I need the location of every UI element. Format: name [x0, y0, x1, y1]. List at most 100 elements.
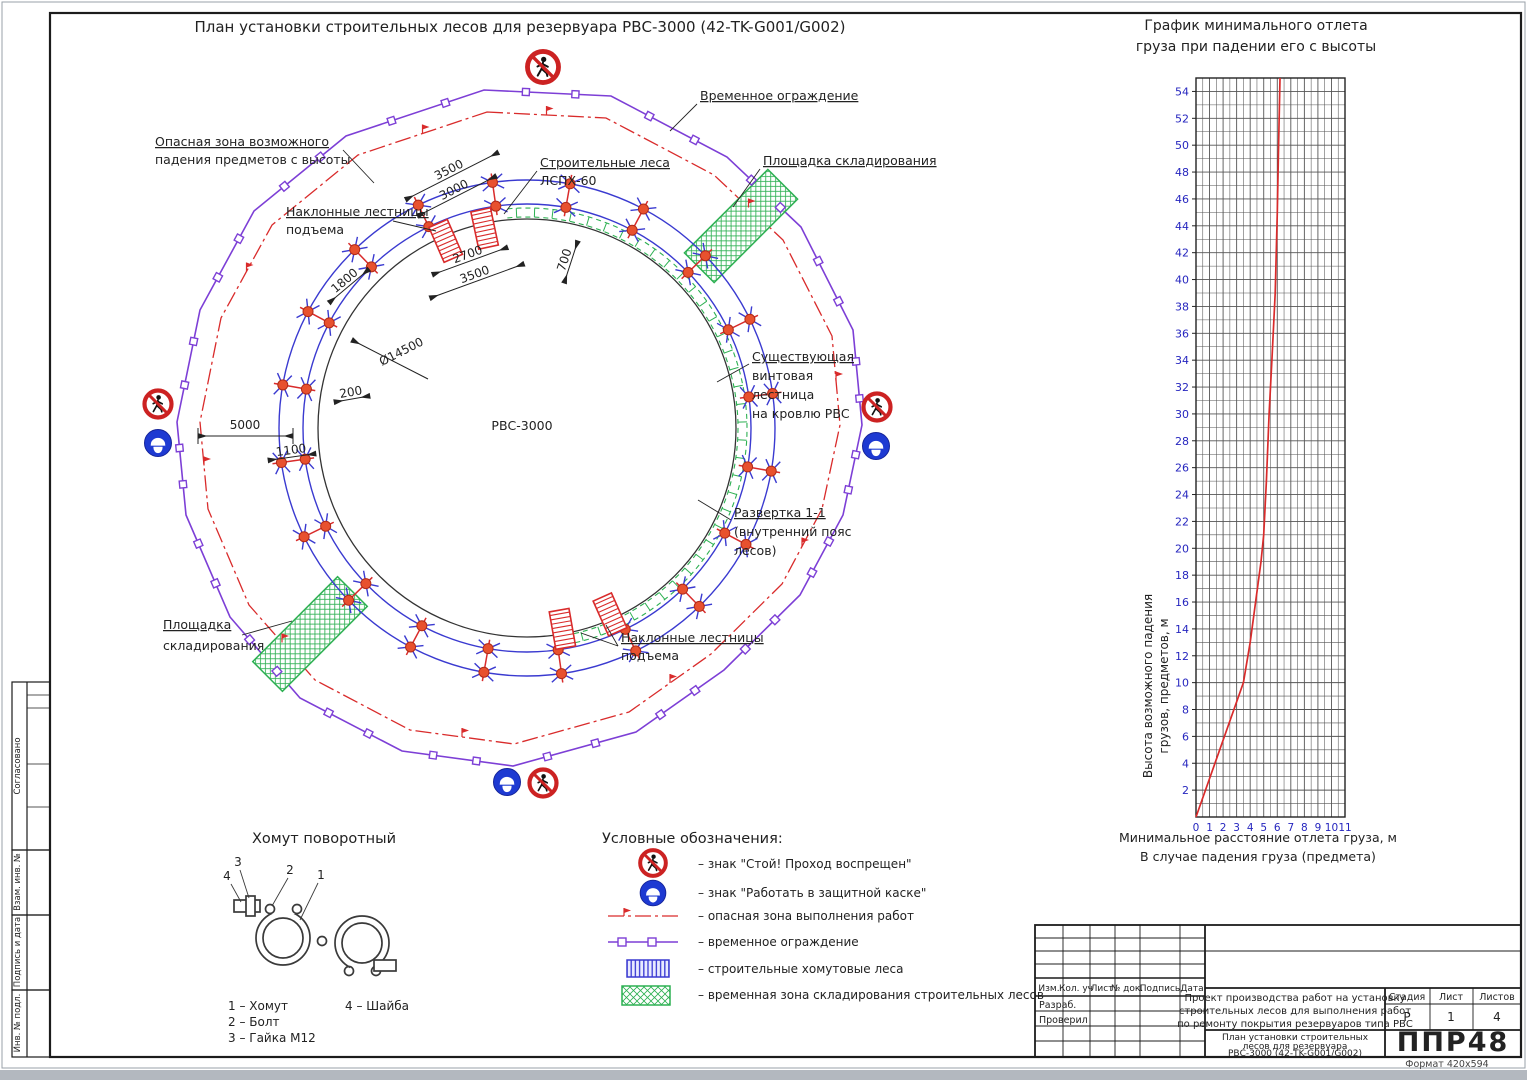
fence-post: [209, 577, 222, 589]
clamp-part: 4 – Шайба: [345, 999, 409, 1013]
danger-flag: [545, 106, 554, 115]
clamp-node: [767, 387, 779, 399]
y-tick-label: 18: [1175, 569, 1189, 582]
clamp-node: [630, 645, 642, 657]
clamp-title: Хомут поворотный: [252, 831, 396, 847]
stamp-sheet-value: 1: [1447, 1010, 1455, 1024]
clamp-drawing: [230, 869, 397, 977]
tank-label: РВС-3000: [491, 418, 552, 433]
x-tick-label: 4: [1247, 822, 1254, 834]
fence-post: [233, 233, 245, 245]
plan-view: Опасная зона возможного падения предмето…: [145, 51, 937, 796]
svg-text:падения предметов с высоты: падения предметов с высоты: [155, 152, 351, 167]
clamp-node: [719, 527, 731, 539]
clamp-node: [556, 668, 568, 680]
svg-text:подъема: подъема: [286, 222, 344, 237]
clamp-node: [693, 600, 705, 612]
drawing-frame: [48, 11, 1523, 1059]
x-tick-label: 3: [1233, 822, 1240, 834]
fence-post: [192, 538, 204, 550]
stamp-doc-title: План установки строительных: [1222, 1033, 1369, 1043]
svg-text:лесов для резервуара: лесов для резервуара: [1243, 1042, 1348, 1052]
clamp-node: [300, 383, 312, 395]
razvertka-label: Развертка 1-1: [734, 505, 826, 520]
legend-title: Условные обозначения:: [602, 831, 783, 847]
fence-post: [314, 151, 327, 163]
inner-belt-rung: [736, 402, 746, 405]
clamp-callout: 1: [317, 868, 325, 882]
clamp-node: [677, 583, 689, 595]
scaffold-label: Строительные леса: [540, 155, 670, 170]
x-tick-label: 0: [1193, 822, 1200, 834]
fence-post: [854, 393, 865, 403]
clamp-node: [277, 379, 289, 391]
legend: Условные обозначения: – знак "Стой! Прох…: [602, 831, 1044, 1006]
y-tick-label: 4: [1182, 757, 1189, 770]
temp-fence-label: Временное ограждение: [700, 88, 859, 103]
fence-post: [689, 684, 701, 697]
chart-y-label: Высота возможного падения: [1141, 594, 1155, 778]
x-tick-label: 10: [1325, 822, 1338, 834]
y-tick-label: 6: [1182, 730, 1189, 743]
side-stamp-inv: Инв. № подл.: [13, 994, 23, 1053]
clamp-callout: 2: [286, 863, 294, 877]
inclined-ladder: [469, 206, 500, 251]
y-tick-label: 16: [1175, 596, 1189, 609]
stamp-col: Подпись: [1140, 984, 1180, 994]
clamp-node: [626, 224, 638, 236]
clamp-node: [560, 201, 572, 213]
dim-200: 200: [338, 383, 363, 401]
y-tick-label: 2: [1182, 784, 1189, 797]
x-tick-label: 5: [1260, 822, 1267, 834]
storage-area-bottom: [251, 575, 369, 693]
fence-post: [590, 738, 601, 749]
clamp-node: [320, 520, 332, 532]
helmet-sign-icon: [861, 431, 891, 461]
fence-post: [806, 566, 818, 579]
fence-post: [521, 87, 531, 97]
stamp-col: Лист: [1091, 984, 1114, 994]
inner-belt-rung: [672, 580, 680, 588]
x-tick-label: 1: [1206, 822, 1213, 834]
inner-belt-arc: [504, 216, 739, 638]
clamp-node: [490, 200, 502, 212]
inner-belt-rung: [717, 332, 726, 338]
format-note: Формат 420x594: [1405, 1059, 1488, 1070]
fence-post: [174, 443, 185, 453]
clamp-node: [722, 324, 734, 336]
inner-belt-rung: [658, 592, 666, 600]
legend-item: – временное ограждение: [698, 935, 859, 949]
svg-text:складирования: складирования: [163, 638, 264, 653]
y-tick-label: 26: [1175, 462, 1189, 475]
fence-post: [688, 134, 701, 146]
fence-post: [278, 180, 291, 193]
danger-zone-label: Опасная зона возможного: [155, 134, 329, 149]
clamp-part: 2 – Болт: [228, 1015, 280, 1029]
legend-scaffold-icon: [626, 959, 670, 978]
fence-post: [471, 756, 482, 766]
chart-curve: [1195, 77, 1281, 818]
inner-belt-rung: [676, 272, 684, 280]
legend-helmet-icon: [639, 879, 667, 907]
fall-distance-chart: График минимального отлета груза при пад…: [1119, 18, 1397, 864]
clamp-node: [360, 578, 372, 590]
side-stamp-agreed: Согласовано: [13, 737, 23, 794]
legend-storage-icon: [621, 985, 671, 1006]
ladders-top-label: Наклонные лестницы: [286, 204, 429, 219]
fence-post: [832, 295, 845, 307]
clamp-part: 3 – Гайка М12: [228, 1031, 316, 1045]
danger-zone-line: [199, 111, 841, 745]
fence-post: [851, 356, 861, 366]
fence-post: [812, 255, 824, 267]
no-entry-sign-icon: [145, 391, 172, 418]
dim-3500-mid: 3500: [458, 263, 491, 287]
side-stamp-podpis: Подпись и дата: [13, 917, 23, 987]
y-tick-label: 50: [1175, 139, 1189, 152]
storage-top-label: Площадка складирования: [763, 153, 937, 168]
svg-text:(внутренний пояс: (внутренний пояс: [734, 524, 852, 539]
y-tick-label: 34: [1175, 354, 1189, 367]
y-tick-label: 12: [1175, 650, 1189, 663]
fence-post: [440, 97, 451, 109]
plan-labels: Опасная зона возможного падения предмето…: [155, 88, 937, 663]
clamp-node: [298, 531, 310, 543]
